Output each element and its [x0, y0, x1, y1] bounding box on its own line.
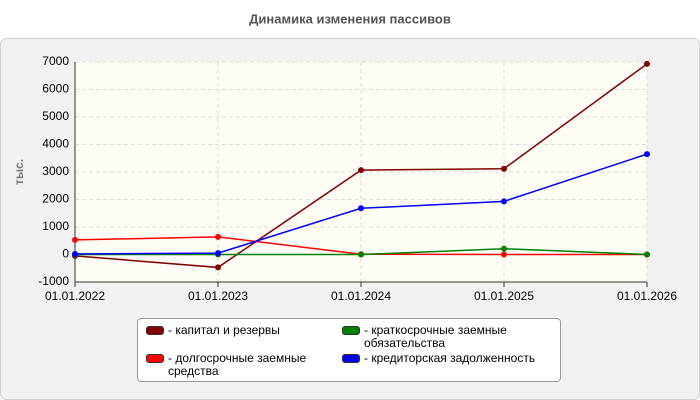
- point: [215, 233, 221, 240]
- y-tick-label: 7000: [42, 54, 69, 68]
- y-tick-label: 2000: [42, 192, 69, 206]
- legend-item: - капитал и резервы: [146, 324, 342, 350]
- point: [358, 167, 364, 174]
- legend-item: - долгосрочные заемные средства: [146, 352, 342, 378]
- x-tick-label: 01.01.2023: [188, 289, 248, 303]
- point: [644, 60, 650, 67]
- y-tick-label: 5000: [42, 109, 69, 123]
- chart-title: Динамика изменения пассивов: [249, 11, 451, 26]
- legend-label: - краткосрочные заемные обязательства: [364, 323, 507, 350]
- y-tick-label: 3000: [42, 164, 69, 178]
- point: [215, 264, 221, 271]
- point: [501, 251, 507, 258]
- point: [72, 236, 78, 243]
- legend-swatch: [342, 354, 360, 363]
- point: [501, 165, 507, 172]
- y-axis-label: тыс.: [12, 159, 26, 185]
- legend-label: - долгосрочные заемные средства: [168, 351, 307, 378]
- legend-swatch: [342, 326, 360, 335]
- point: [644, 251, 650, 258]
- legend-label: - капитал и резервы: [168, 323, 280, 337]
- legend-swatch: [146, 326, 164, 335]
- legend-swatch: [146, 354, 164, 363]
- y-tick-label: 4000: [42, 137, 69, 151]
- legend-label: - кредиторская задолженность: [364, 351, 536, 365]
- legend: - капитал и резервы - краткосрочные заемн…: [137, 318, 561, 382]
- y-tick-label: 6000: [42, 82, 69, 96]
- x-tick-label: 01.01.2024: [331, 289, 391, 303]
- point: [501, 245, 507, 252]
- point: [72, 250, 78, 257]
- point: [644, 151, 650, 158]
- y-tick-label: -1000: [38, 274, 69, 288]
- point: [501, 198, 507, 205]
- y-tick-label: 1000: [42, 219, 69, 233]
- x-tick-label: 01.01.2026: [617, 289, 677, 303]
- legend-item: - краткосрочные заемные обязательства: [342, 324, 552, 350]
- x-tick-label: 01.01.2022: [45, 289, 105, 303]
- y-tick-label: 0: [62, 247, 69, 261]
- x-tick-label: 01.01.2025: [474, 289, 534, 303]
- point: [358, 251, 364, 258]
- point: [215, 250, 221, 257]
- point: [358, 205, 364, 212]
- legend-item: - кредиторская задолженность: [342, 352, 552, 378]
